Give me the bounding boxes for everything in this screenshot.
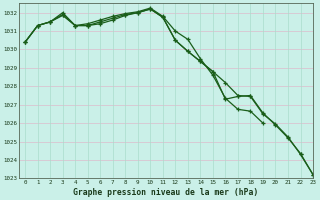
X-axis label: Graphe pression niveau de la mer (hPa): Graphe pression niveau de la mer (hPa) [73, 188, 259, 197]
